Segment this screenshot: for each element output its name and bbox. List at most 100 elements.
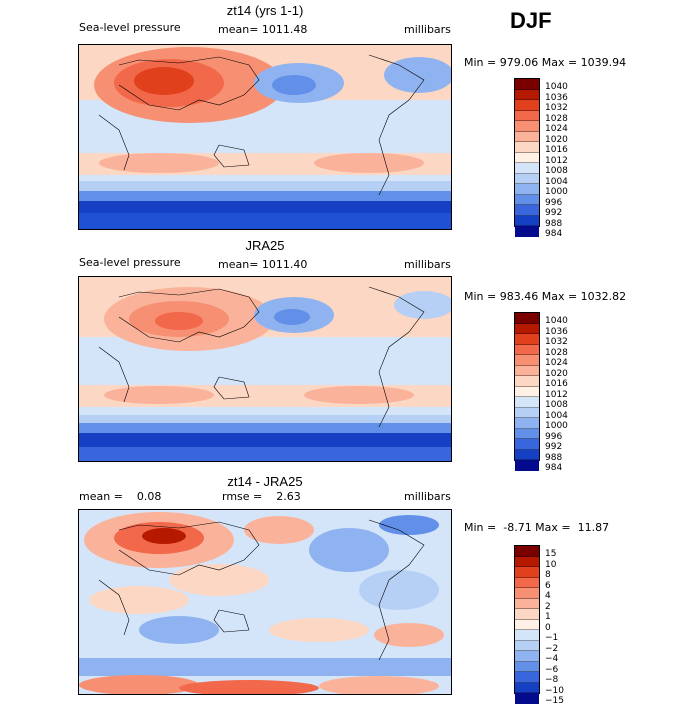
colorbar-label: 1024	[545, 124, 568, 134]
colorbar-swatch	[515, 661, 539, 672]
colorbar-label: 988	[545, 452, 563, 463]
colorbar-swatch	[515, 131, 539, 142]
colorbar-swatch	[515, 152, 539, 163]
panel-units: millibars	[404, 490, 451, 503]
colorbar-swatch	[515, 89, 539, 100]
map-panel-difference	[78, 509, 452, 695]
colorbar-label: 1012	[545, 389, 568, 400]
colorbar	[514, 78, 540, 237]
map-panel-model	[78, 44, 452, 230]
minmax-readout: Min = 979.06 Max = 1039.94	[464, 56, 627, 69]
colorbar-label: 4	[545, 591, 551, 601]
colorbar-labels: 15 10 8 6 4 2 1 0 −1 −2 −4 −6 −8 −10 −15	[545, 548, 564, 706]
colorbar-swatch	[515, 163, 539, 174]
colorbar-label: −15	[545, 696, 564, 706]
colorbar-swatch	[515, 376, 539, 387]
colorbar-swatch	[515, 640, 539, 651]
colorbar-swatch	[515, 79, 539, 90]
colorbar-label: 1024	[545, 358, 568, 368]
colorbar-label: 1020	[545, 368, 568, 379]
colorbar-label: 0	[545, 622, 551, 633]
colorbar-label: −10	[545, 685, 564, 696]
colorbar-swatch	[515, 609, 539, 620]
panel-variable: Sea-level pressure	[79, 21, 181, 34]
colorbar-label: 6	[545, 580, 551, 591]
colorbar-label: 1036	[545, 92, 568, 103]
colorbar-label: 1012	[545, 155, 568, 166]
colorbar-label: 1008	[545, 166, 568, 176]
colorbar-swatch	[515, 619, 539, 630]
colorbar-label: 1016	[545, 379, 568, 389]
panel-units: millibars	[404, 23, 451, 36]
minmax-readout: Min = 983.46 Max = 1032.82	[464, 290, 627, 303]
colorbar-swatch	[515, 546, 539, 557]
colorbar-label: −6	[545, 664, 559, 675]
panel-mean: mean= 1011.40	[218, 258, 308, 271]
colorbar-labels: 1040 1036 1032 1028 1024 1020 1016 1012 1008 1004…	[545, 315, 568, 473]
colorbar-swatch	[515, 205, 539, 216]
colorbar-labels: 1040 1036 1032 1028 1024 1020 1016 1012 1008 1004…	[545, 81, 568, 239]
colorbar-label: 992	[545, 442, 563, 452]
colorbar-swatch	[515, 194, 539, 205]
colorbar-swatch	[515, 577, 539, 588]
colorbar-swatch	[515, 386, 539, 397]
colorbar-swatch	[515, 598, 539, 609]
colorbar-swatch	[515, 215, 539, 226]
colorbar-swatch	[515, 365, 539, 376]
colorbar-label: −8	[545, 675, 559, 685]
colorbar-label: 10	[545, 559, 557, 570]
panel-title: JRA25	[245, 238, 285, 253]
colorbar-swatch	[515, 226, 539, 237]
colorbar-label: 1032	[545, 103, 568, 113]
colorbar-swatch	[515, 110, 539, 121]
colorbar-label: 1	[545, 612, 551, 622]
colorbar-label: 1004	[545, 410, 568, 421]
colorbar-swatch	[515, 672, 539, 683]
colorbar-swatch	[515, 100, 539, 111]
colorbar-label: 996	[545, 197, 563, 208]
map-panel-reanalysis	[78, 276, 452, 462]
panel-variable: Sea-level pressure	[79, 256, 181, 269]
minmax-readout: Min = -8.71 Max = 11.87	[464, 521, 610, 534]
colorbar-swatch	[515, 567, 539, 578]
colorbar-swatch	[515, 121, 539, 132]
colorbar-swatch	[515, 184, 539, 195]
colorbar-label: 992	[545, 208, 563, 218]
colorbar-swatch	[515, 460, 539, 471]
colorbar-label: 1020	[545, 134, 568, 145]
colorbar-label: 15	[545, 549, 557, 559]
colorbar-label: 2	[545, 601, 551, 612]
colorbar-swatch	[515, 418, 539, 429]
colorbar-label: 8	[545, 570, 551, 580]
panel-mean: mean = 0.08	[79, 490, 162, 503]
panel-title: zt14 - JRA25	[227, 474, 303, 489]
colorbar-label: 1040	[545, 316, 568, 326]
season-label: DJF	[510, 8, 552, 33]
colorbar-swatch	[515, 173, 539, 184]
colorbar-swatch	[515, 693, 539, 704]
panel-units: millibars	[404, 258, 451, 271]
colorbar-swatch	[515, 630, 539, 641]
colorbar-label: 1028	[545, 113, 568, 124]
colorbar-swatch	[515, 439, 539, 450]
colorbar-swatch	[515, 323, 539, 334]
panel-title: zt14 (yrs 1-1)	[226, 3, 304, 18]
panel-mean: mean= 1011.48	[218, 23, 308, 36]
colorbar-swatch	[515, 428, 539, 439]
colorbar-label: 1032	[545, 337, 568, 347]
colorbar-swatch	[515, 449, 539, 460]
colorbar-swatch	[515, 397, 539, 408]
colorbar-label: 1028	[545, 347, 568, 358]
colorbar-label: 1000	[545, 187, 568, 197]
colorbar-label: 984	[545, 229, 563, 239]
colorbar-swatch	[515, 588, 539, 599]
colorbar-label: 996	[545, 431, 563, 442]
colorbar-label: 1036	[545, 326, 568, 337]
colorbar-swatch	[515, 651, 539, 662]
colorbar-label: −1	[545, 633, 559, 643]
colorbar-swatch	[515, 407, 539, 418]
colorbar-label: 1040	[545, 82, 568, 92]
colorbar-label: −2	[545, 643, 559, 654]
colorbar-label: 1008	[545, 400, 568, 410]
panel-rmse: rmse = 2.63	[222, 490, 301, 503]
